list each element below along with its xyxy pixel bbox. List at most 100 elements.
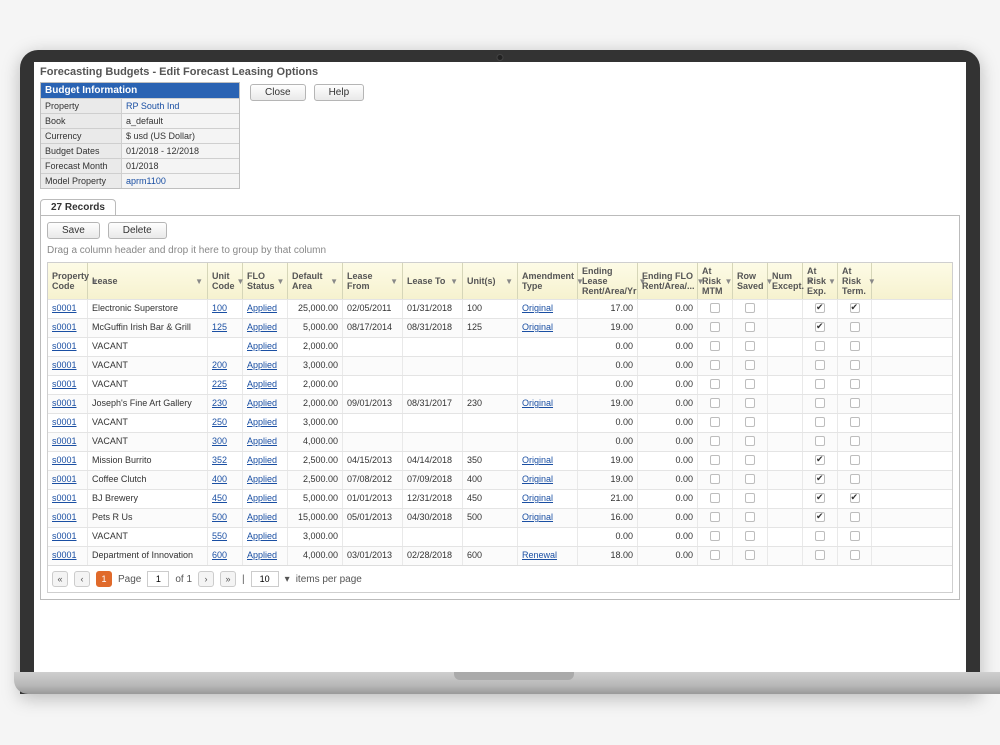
column-header[interactable]: Lease From▼ (343, 263, 403, 299)
table-row[interactable]: s0001Mission Burrito352Applied2,500.0004… (48, 451, 952, 470)
cell[interactable] (208, 338, 243, 356)
cell[interactable] (698, 338, 733, 356)
column-header[interactable]: Row Saved▼ (733, 263, 768, 299)
save-button[interactable]: Save (47, 222, 100, 239)
filter-icon[interactable]: ▼ (505, 277, 513, 286)
cell[interactable]: 300 (208, 433, 243, 451)
cell[interactable]: 352 (208, 452, 243, 470)
cell[interactable] (698, 547, 733, 565)
table-row[interactable]: s0001Pets R Us500Applied15,000.0005/01/2… (48, 508, 952, 527)
checkbox[interactable] (815, 417, 825, 427)
filter-icon[interactable]: ▼ (450, 277, 458, 286)
checkbox[interactable] (815, 455, 825, 465)
checkbox[interactable] (850, 360, 860, 370)
checkbox[interactable] (745, 322, 755, 332)
checkbox[interactable] (815, 436, 825, 446)
checkbox[interactable] (710, 379, 720, 389)
checkbox[interactable] (850, 455, 860, 465)
cell[interactable]: 250 (208, 414, 243, 432)
checkbox[interactable] (815, 322, 825, 332)
cell[interactable]: Applied (243, 319, 288, 337)
cell[interactable] (518, 376, 578, 394)
filter-icon[interactable]: ▼ (277, 277, 285, 286)
filter-icon[interactable]: ▼ (868, 277, 876, 286)
cell[interactable] (733, 547, 768, 565)
cell[interactable] (838, 395, 872, 413)
checkbox[interactable] (850, 550, 860, 560)
cell[interactable] (838, 452, 872, 470)
cell[interactable] (733, 452, 768, 470)
cell[interactable]: 400 (208, 471, 243, 489)
table-row[interactable]: s0001BJ Brewery450Applied5,000.0001/01/2… (48, 489, 952, 508)
cell[interactable] (698, 471, 733, 489)
panel-value[interactable]: aprm1100 (121, 173, 239, 188)
cell[interactable] (838, 490, 872, 508)
cell[interactable] (733, 528, 768, 546)
cell[interactable]: 100 (208, 300, 243, 318)
filter-icon[interactable]: ▼ (330, 277, 338, 286)
column-header[interactable]: Property Code▼ (48, 263, 88, 299)
cell[interactable] (803, 471, 838, 489)
column-header[interactable]: Num Except.▼ (768, 263, 803, 299)
pager-prev[interactable]: ‹ (74, 571, 90, 587)
checkbox[interactable] (815, 303, 825, 313)
cell[interactable] (803, 300, 838, 318)
cell[interactable] (733, 414, 768, 432)
cell[interactable] (838, 547, 872, 565)
cell[interactable]: s0001 (48, 452, 88, 470)
column-header[interactable]: Unit Code▼ (208, 263, 243, 299)
cell[interactable] (838, 357, 872, 375)
checkbox[interactable] (850, 379, 860, 389)
cell[interactable]: s0001 (48, 357, 88, 375)
cell[interactable] (518, 528, 578, 546)
panel-value[interactable]: RP South Ind (121, 98, 239, 113)
cell[interactable] (698, 490, 733, 508)
checkbox[interactable] (710, 360, 720, 370)
checkbox[interactable] (710, 550, 720, 560)
cell[interactable]: s0001 (48, 547, 88, 565)
cell[interactable] (803, 338, 838, 356)
cell[interactable] (838, 509, 872, 527)
checkbox[interactable] (710, 455, 720, 465)
column-header[interactable]: At Risk Term.▼ (838, 263, 872, 299)
cell[interactable]: 200 (208, 357, 243, 375)
cell[interactable]: s0001 (48, 528, 88, 546)
cell[interactable]: Applied (243, 547, 288, 565)
cell[interactable] (518, 357, 578, 375)
table-row[interactable]: s0001VACANT300Applied4,000.000.000.00 (48, 432, 952, 451)
table-row[interactable]: s0001Department of Innovation600Applied4… (48, 546, 952, 565)
cell[interactable]: 600 (208, 547, 243, 565)
cell[interactable]: Applied (243, 357, 288, 375)
checkbox[interactable] (815, 512, 825, 522)
cell[interactable] (733, 509, 768, 527)
checkbox[interactable] (815, 341, 825, 351)
cell[interactable] (733, 433, 768, 451)
checkbox[interactable] (745, 550, 755, 560)
cell[interactable] (698, 319, 733, 337)
checkbox[interactable] (815, 493, 825, 503)
cell[interactable] (698, 433, 733, 451)
column-header[interactable]: At Risk Exp.▼ (803, 263, 838, 299)
checkbox[interactable] (745, 512, 755, 522)
column-header[interactable]: FLO Status▼ (243, 263, 288, 299)
cell[interactable] (838, 300, 872, 318)
column-header[interactable]: Lease▼ (88, 263, 208, 299)
checkbox[interactable] (815, 474, 825, 484)
checkbox[interactable] (710, 303, 720, 313)
checkbox[interactable] (850, 512, 860, 522)
checkbox[interactable] (745, 303, 755, 313)
cell[interactable] (733, 490, 768, 508)
close-button[interactable]: Close (250, 84, 306, 101)
cell[interactable] (803, 433, 838, 451)
filter-icon[interactable]: ▼ (195, 277, 203, 286)
checkbox[interactable] (815, 379, 825, 389)
cell[interactable]: s0001 (48, 414, 88, 432)
cell[interactable] (518, 338, 578, 356)
column-header[interactable]: Ending FLO Rent/Area/...▼ (638, 263, 698, 299)
checkbox[interactable] (745, 379, 755, 389)
checkbox[interactable] (850, 474, 860, 484)
table-row[interactable]: s0001Electronic Superstore100Applied25,0… (48, 299, 952, 318)
cell[interactable]: Applied (243, 433, 288, 451)
checkbox[interactable] (710, 512, 720, 522)
column-header[interactable]: Amendment Type▼ (518, 263, 578, 299)
